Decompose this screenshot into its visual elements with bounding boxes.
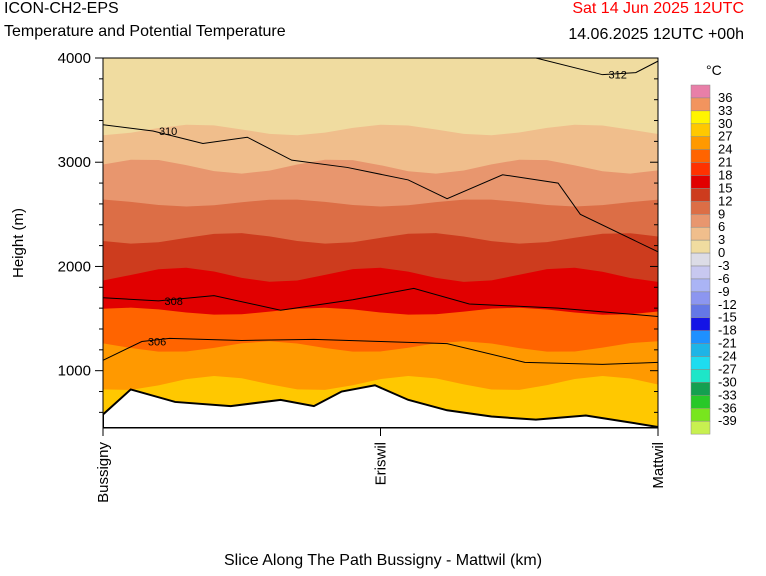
theta-contour-label: 308 [165, 296, 183, 308]
legend-swatch [690, 123, 711, 137]
legend-label: 21 [718, 155, 732, 170]
y-tick-label: 4000 [58, 50, 91, 67]
legend-label: 9 [718, 206, 725, 221]
x-axis-title: Slice Along The Path Bussigny - Mattwil … [223, 552, 543, 569]
color-legend: 3633302724211815129630-3-6-9-12-15-18-21… [690, 84, 737, 435]
run-info: 14.06.2025 12UTC +00h [568, 26, 744, 43]
legend-swatch [690, 356, 711, 370]
legend-swatch [690, 136, 711, 150]
temperature-bands [103, 58, 658, 428]
legend-swatch [690, 408, 711, 422]
valid-time: Sat 14 Jun 2025 12UTC [572, 0, 744, 17]
legend-label: -6 [718, 271, 730, 286]
theta-contour-label: 306 [148, 336, 166, 348]
legend-unit: °C [706, 62, 722, 78]
y-axis-title: Height (m) [10, 208, 27, 278]
theta-contour-line [103, 337, 658, 365]
x-tick-label: Bussigny [95, 442, 112, 503]
theta-contour-line [103, 124, 658, 253]
legend-label: 12 [718, 193, 732, 208]
x-tick-label: Mattwil [650, 442, 667, 489]
theta-contour-line [103, 287, 658, 317]
legend-swatch [690, 239, 711, 254]
legend-label: -12 [718, 297, 737, 312]
legend-label: -27 [718, 361, 737, 376]
legend-label: -15 [718, 310, 737, 325]
theta-contours: 312 310 308 306 [103, 58, 658, 365]
legend-swatch [690, 252, 711, 267]
legend-label: -21 [718, 336, 737, 351]
legend-swatch [690, 188, 711, 202]
legend-label: 6 [718, 219, 725, 234]
legend-label: -30 [718, 374, 737, 389]
legend-label: -36 [718, 400, 737, 415]
legend-label: 27 [718, 129, 732, 144]
y-tick-label: 2000 [58, 258, 91, 275]
legend-swatch [690, 420, 711, 435]
legend-swatch [690, 97, 711, 112]
y-tick-label: 1000 [58, 363, 91, 380]
legend-swatch [690, 84, 711, 99]
legend-label: 3 [718, 232, 725, 247]
legend-label: 15 [718, 180, 732, 195]
x-tick-label: Eriswil [373, 442, 390, 485]
legend-label: 33 [718, 103, 732, 118]
chart-title: Temperature and Potential Temperature [4, 23, 286, 40]
legend-swatch [690, 395, 711, 409]
model-name: ICON-CH2-EPS [4, 0, 119, 17]
legend-label: 0 [718, 245, 725, 260]
terrain-fill [103, 384, 658, 428]
legend-swatch [690, 278, 711, 293]
legend-swatch [690, 304, 711, 318]
legend-swatch [690, 369, 711, 383]
legend-swatch [690, 175, 711, 189]
legend-swatch [690, 149, 711, 163]
terrain-profile [103, 384, 658, 428]
theta-contour-label: 310 [159, 126, 177, 138]
y-tick-label: 3000 [58, 154, 91, 171]
legend-swatch [690, 214, 711, 228]
legend-swatch [690, 317, 711, 331]
legend-swatch [690, 382, 711, 396]
legend-label: -33 [718, 387, 737, 402]
legend-swatch [690, 291, 711, 306]
legend-swatch [690, 110, 711, 125]
theta-contour-line [535, 58, 658, 76]
legend-label: 36 [718, 90, 732, 105]
legend-swatch [690, 201, 711, 215]
theta-contour-label: 312 [609, 70, 627, 82]
legend-swatch [690, 343, 711, 357]
legend-label: -18 [718, 323, 737, 338]
legend-swatch [690, 162, 711, 176]
legend-label: 24 [718, 142, 732, 157]
axes: 1000 2000 3000 4000 Bussigny Eriswil Mattwil [58, 50, 667, 503]
legend-swatch [690, 226, 711, 241]
legend-label: 18 [718, 168, 732, 183]
legend-swatch [690, 330, 711, 344]
legend-label: -3 [718, 258, 730, 273]
legend-label: -9 [718, 284, 730, 299]
legend-label: -24 [718, 349, 737, 364]
legend-swatch [690, 265, 711, 280]
legend-label: -39 [718, 413, 737, 428]
legend-label: 30 [718, 116, 732, 131]
